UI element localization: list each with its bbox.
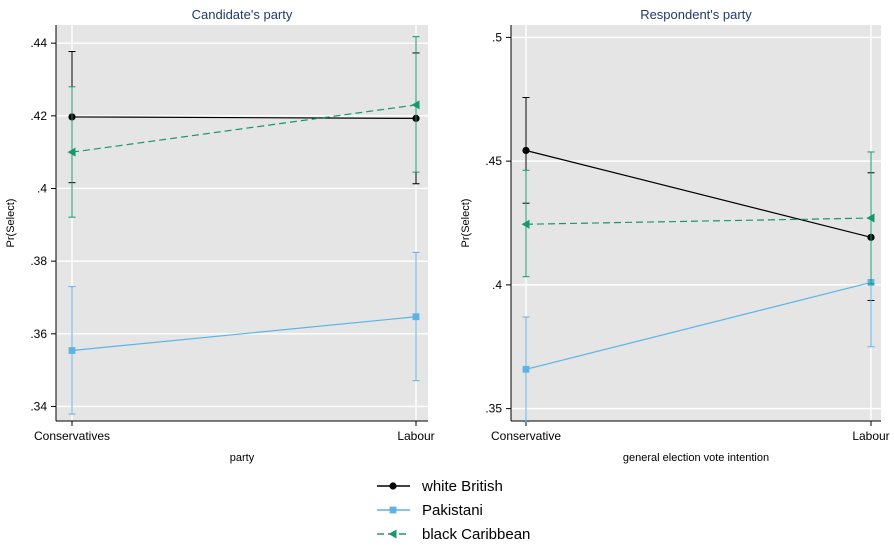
y-axis-label: Pr(Select)	[460, 199, 472, 248]
panel-2: .35 .4 .45 .5 Conservative Labour Respondent's…	[460, 7, 890, 464]
x-tick-label: Conservative	[491, 429, 561, 443]
y-tick-label: .4	[37, 181, 47, 195]
legend-marker	[389, 506, 397, 514]
series-line	[71, 316, 417, 352]
y-tick-label: .34	[30, 399, 47, 413]
x-tick-label: Labour	[397, 429, 434, 443]
series-line	[525, 281, 872, 370]
legend-item: Pakistani	[377, 502, 483, 519]
series-line	[71, 116, 417, 119]
y-tick-label: .45	[485, 154, 502, 168]
y-tick-label: .4	[492, 278, 502, 292]
data-point	[522, 146, 530, 155]
legend-marker	[389, 482, 397, 490]
data-point	[68, 347, 76, 354]
series-pakistani	[68, 251, 420, 415]
panel-1: .34 .36 .38 .4 .42 .44 Conservatives Labour Cand…	[5, 7, 435, 464]
series-black-caribbean	[521, 151, 875, 285]
data-point	[412, 313, 420, 321]
legend: white British Pakistani black Caribbean	[377, 478, 530, 543]
series-line	[71, 104, 417, 153]
data-point	[67, 147, 76, 157]
series-line	[525, 217, 872, 225]
x-axis-label: party	[230, 452, 255, 464]
data-point	[521, 219, 530, 229]
plot-background	[56, 25, 428, 421]
y-tick-label: .35	[485, 402, 502, 416]
data-point	[522, 365, 530, 373]
legend-item: white British	[377, 478, 503, 495]
y-tick-label: .5	[492, 30, 502, 44]
data-point	[866, 213, 875, 223]
y-tick-label: .38	[30, 254, 47, 268]
panel-title: Candidate's party	[192, 7, 293, 22]
legend-label: Pakistani	[422, 502, 483, 519]
series-black-caribbean	[67, 36, 420, 218]
legend-label: black Caribbean	[422, 526, 530, 543]
series-line	[525, 149, 872, 238]
x-axis-label: general election vote intention	[623, 452, 769, 464]
legend-label: white British	[421, 478, 503, 495]
x-tick-label: Labour	[852, 429, 889, 443]
y-tick-label: .36	[30, 327, 47, 341]
y-axis-label: Pr(Select)	[5, 199, 17, 248]
legend-marker	[388, 529, 397, 539]
y-tick-label: .42	[30, 109, 47, 123]
data-point	[411, 100, 420, 110]
plot-background	[511, 25, 881, 421]
y-tick-label: .44	[30, 36, 47, 50]
legend-item: black Caribbean	[377, 526, 530, 543]
x-tick-label: Conservatives	[34, 429, 110, 443]
panel-title: Respondent's party	[640, 7, 752, 22]
